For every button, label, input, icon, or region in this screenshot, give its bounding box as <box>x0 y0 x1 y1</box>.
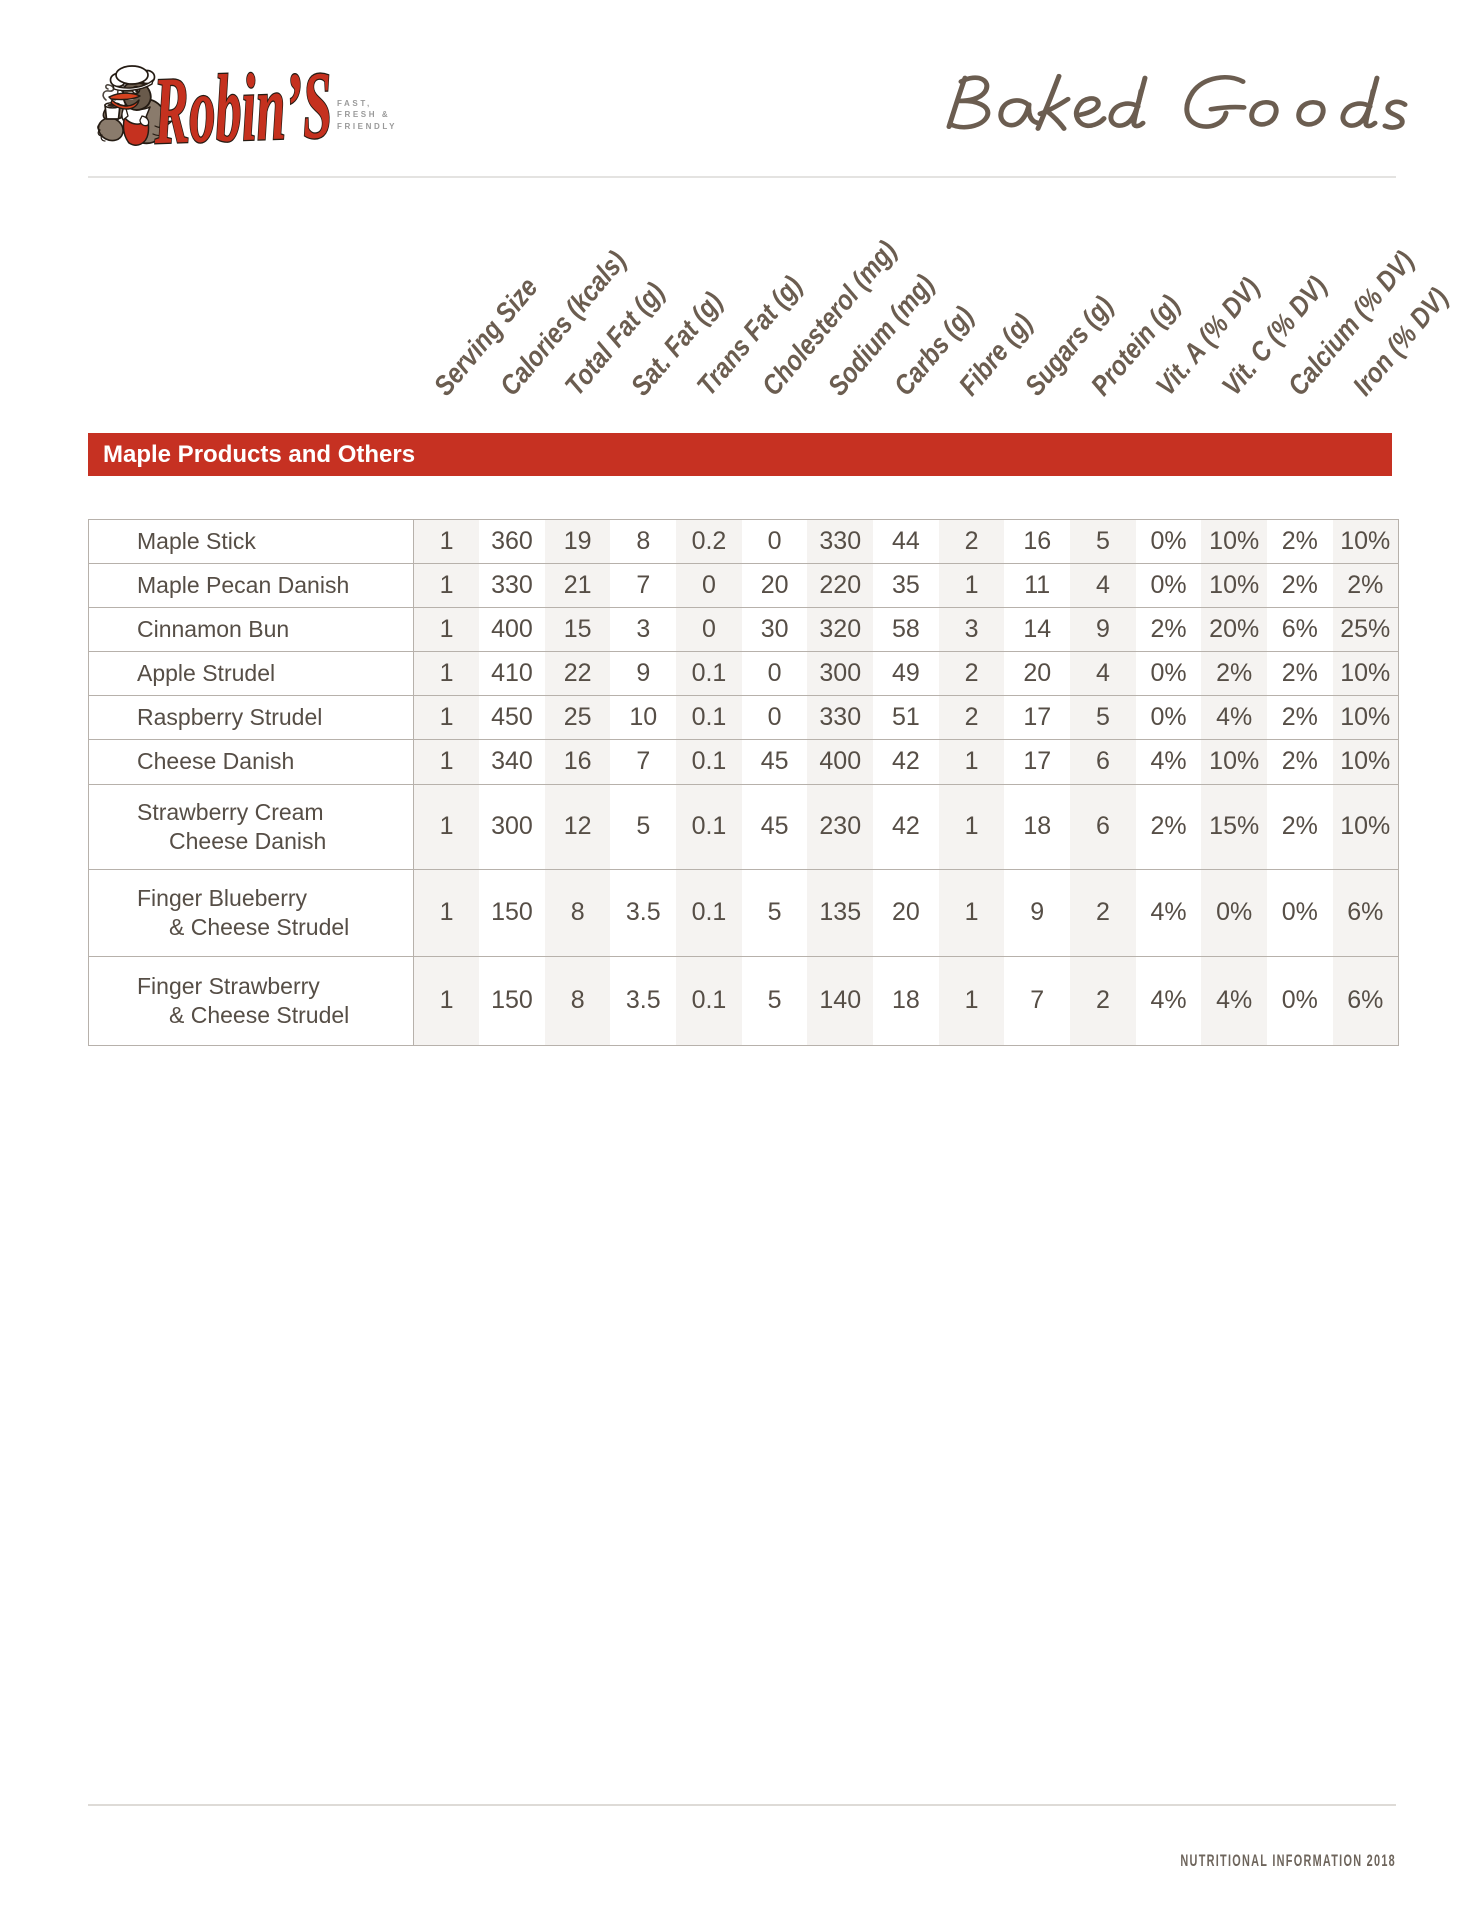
svg-text:Robin’S: Robin’S <box>152 64 334 148</box>
